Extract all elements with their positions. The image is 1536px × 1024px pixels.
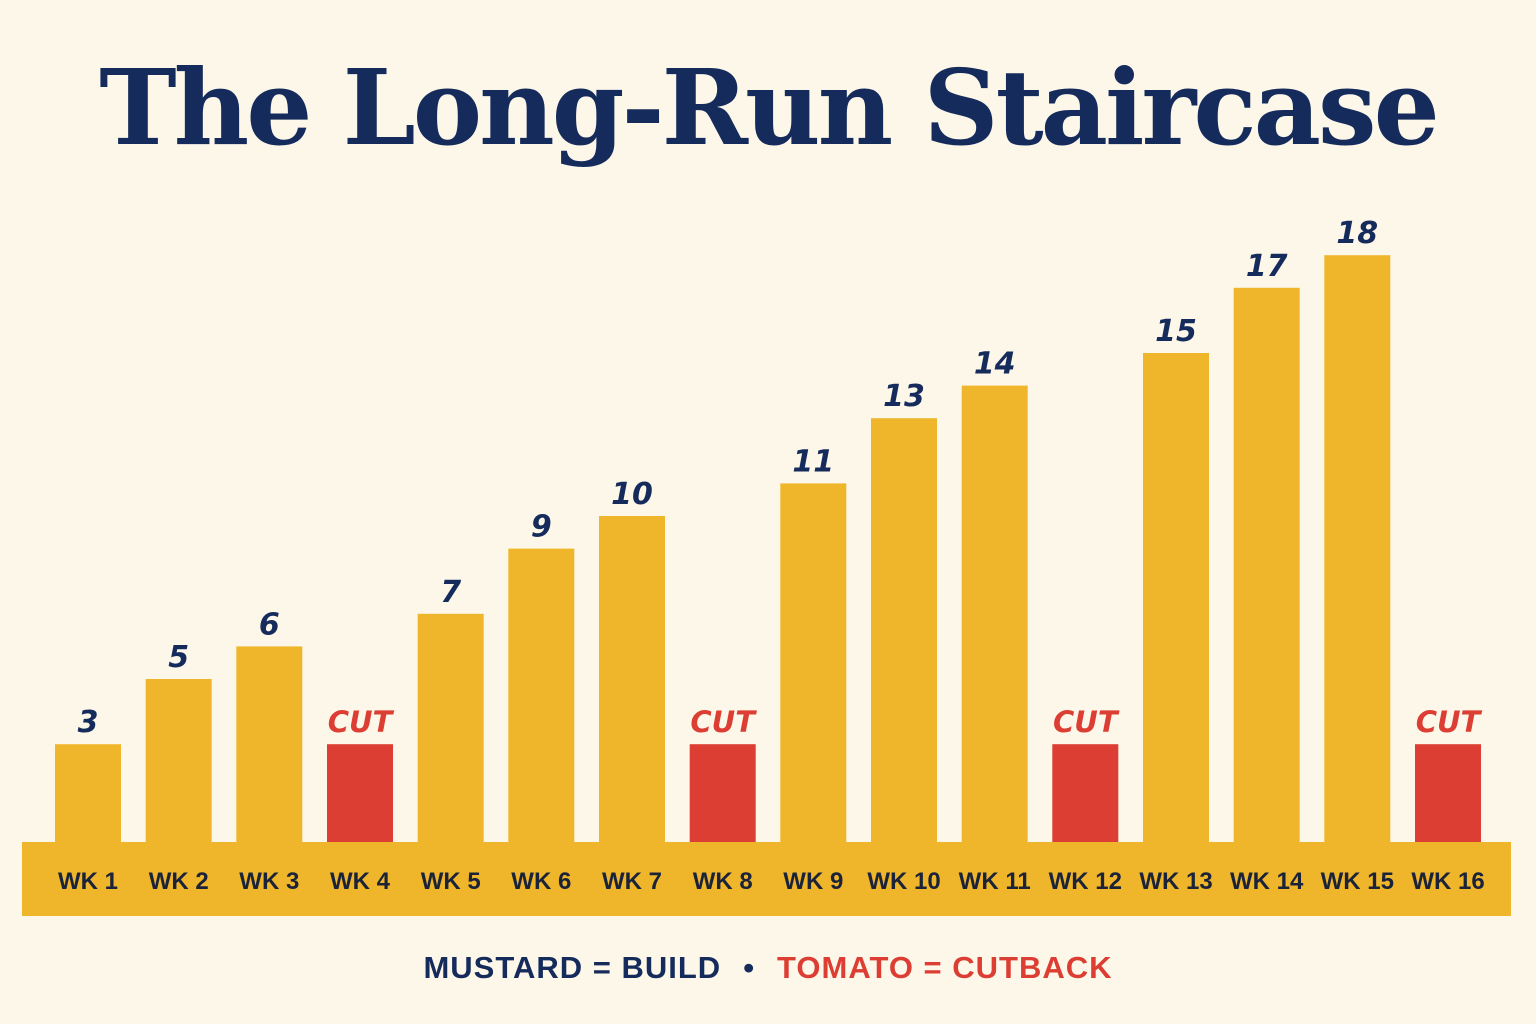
tick-label-wk-14: WK 14 <box>1230 868 1304 895</box>
bar-wk-3 <box>236 646 303 842</box>
tick-label-wk-5: WK 5 <box>421 868 481 895</box>
x-axis-band <box>22 842 1511 916</box>
bar-wk-4 <box>327 744 393 842</box>
bar-wk-1 <box>55 744 121 842</box>
tick-label-wk-11: WK 11 <box>959 868 1031 895</box>
data-label-wk-2: 5 <box>168 640 189 675</box>
legend-separator: • <box>743 950 756 985</box>
bar-wk-7 <box>599 516 665 842</box>
data-label-wk-4: CUT <box>328 705 395 739</box>
tick-label-wk-16: WK 16 <box>1411 868 1484 895</box>
tick-label-wk-1: WK 1 <box>58 868 118 895</box>
data-label-wk-3: 6 <box>259 607 280 642</box>
data-label-wk-11: 14 <box>974 347 1016 382</box>
bar-wk-15 <box>1324 255 1391 842</box>
tick-label-wk-12: WK 12 <box>1049 868 1122 895</box>
data-label-wk-8: CUT <box>690 705 757 739</box>
legend-build: MUSTARD = BUILD <box>423 950 722 985</box>
data-label-wk-16: CUT <box>1416 705 1483 739</box>
x-axis-ticks: WK 1 WK 2 WK 3 WK 4 WK 5 WK 6 WK 7 WK 8 WK 9 WK 1… <box>58 868 1485 895</box>
legend: MUSTARD = BUILD • TOMATO = CUTBACK <box>0 946 1536 990</box>
data-label-wk-15: 18 <box>1336 216 1378 251</box>
bars-layer <box>55 255 1481 842</box>
tick-label-wk-9: WK 9 <box>783 868 843 895</box>
legend-cutback: TOMATO = CUTBACK <box>777 950 1113 985</box>
data-label-wk-6: 9 <box>531 510 552 545</box>
data-label-wk-5: 7 <box>440 575 461 610</box>
tick-label-wk-4: WK 4 <box>330 868 391 895</box>
tick-label-wk-13: WK 13 <box>1139 868 1212 895</box>
data-label-wk-13: 15 <box>1155 314 1197 349</box>
data-label-wk-14: 17 <box>1246 249 1288 284</box>
bar-wk-11 <box>961 385 1028 842</box>
bar-wk-14 <box>1233 287 1300 842</box>
chart-title: The Long-Run Staircase <box>99 46 1440 169</box>
data-label-wk-9: 11 <box>792 444 834 479</box>
bar-wk-13 <box>1143 353 1209 842</box>
tick-label-wk-2: WK 2 <box>149 868 209 895</box>
data-label-wk-7: 10 <box>611 477 653 512</box>
data-label-wk-1: 3 <box>78 705 99 740</box>
tick-label-wk-8: WK 8 <box>693 868 753 895</box>
bar-wk-12 <box>1052 744 1119 842</box>
tick-label-wk-15: WK 15 <box>1321 868 1394 895</box>
bar-wk-10 <box>871 418 937 842</box>
bar-wk-8 <box>689 744 756 842</box>
tick-label-wk-6: WK 6 <box>511 868 571 895</box>
data-label-wk-12: CUT <box>1053 705 1120 739</box>
bar-wk-6 <box>508 548 575 842</box>
bar-wk-9 <box>780 483 847 842</box>
bar-wk-2 <box>145 679 212 842</box>
data-label-wk-10: 13 <box>883 379 925 414</box>
tick-label-wk-3: WK 3 <box>239 868 299 895</box>
data-labels: 3 5 6 CUT 7 9 10 CUT 11 13 14 CUT 15 17 18 CUT <box>78 216 1483 740</box>
tick-label-wk-10: WK 10 <box>867 868 940 895</box>
tick-label-wk-7: WK 7 <box>602 868 662 895</box>
bar-wk-5 <box>417 613 484 842</box>
bar-wk-16 <box>1415 744 1481 842</box>
